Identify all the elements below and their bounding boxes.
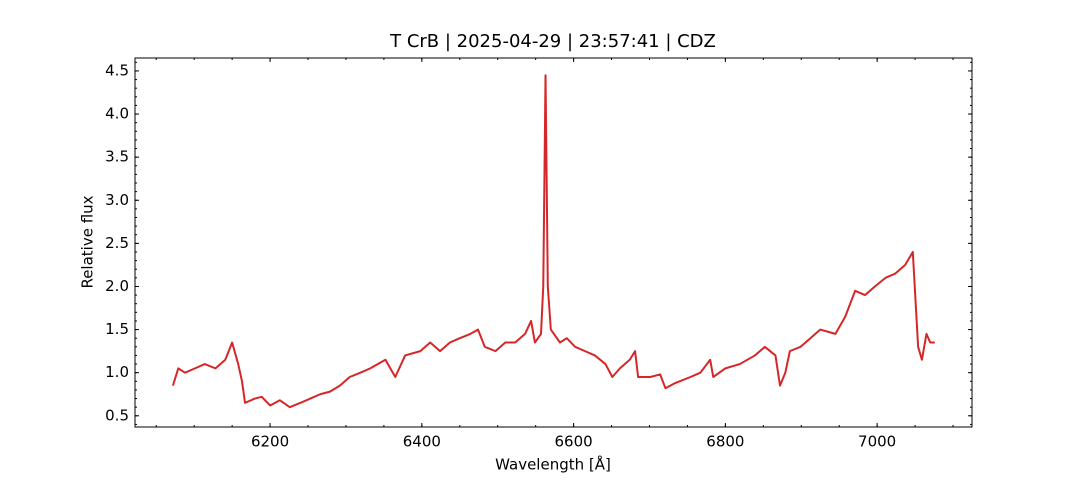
y-tick-label: 1.0 — [105, 363, 129, 381]
chart-title: T CrB | 2025-04-29 | 23:57:41 | CDZ — [389, 31, 716, 52]
y-tick-label: 2.0 — [105, 277, 129, 295]
y-tick-label: 4.0 — [105, 105, 129, 123]
x-tick-label: 6800 — [706, 433, 744, 451]
x-axis-label: Wavelength [Å] — [495, 455, 611, 474]
y-tick-label: 3.5 — [105, 148, 129, 166]
plot-frame — [134, 57, 973, 428]
x-tick-label: 7000 — [858, 433, 896, 451]
y-axis-label: Relative flux — [79, 195, 97, 288]
y-tick-label: 1.5 — [105, 320, 129, 338]
x-tick-label: 6400 — [403, 433, 441, 451]
y-tick-label: 3.0 — [105, 191, 129, 209]
y-tick-label: 2.5 — [105, 234, 129, 252]
y-tick-label: 0.5 — [105, 406, 129, 424]
x-tick-label: 6200 — [251, 433, 289, 451]
y-tick-label: 4.5 — [105, 61, 129, 79]
spectrum-line — [171, 74, 935, 409]
x-tick-label: 6600 — [555, 433, 593, 451]
